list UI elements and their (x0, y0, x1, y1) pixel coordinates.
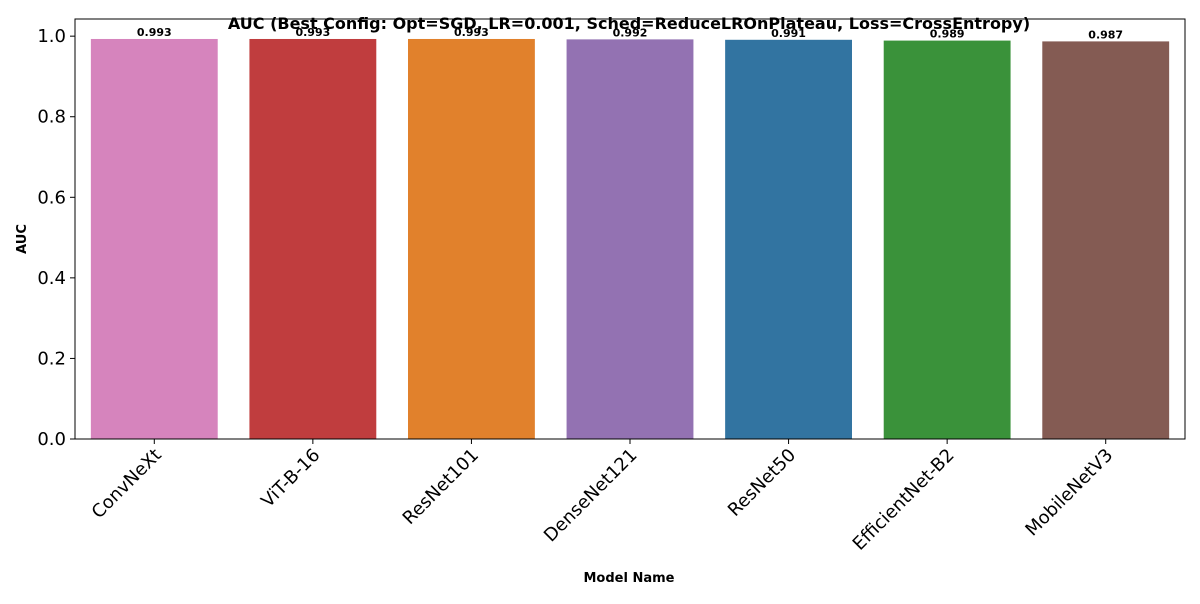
x-tick-label: EfficientNet-B2 (849, 445, 959, 555)
bar-efficientnet-b2 (883, 40, 1011, 440)
x-tick-label: MobileNetV3 (1021, 445, 1117, 541)
value-label: 0.991 (771, 27, 806, 40)
x-tick-label: ResNet50 (724, 445, 800, 521)
y-axis-label: AUC (15, 224, 30, 254)
y-tick-label: 0.8 (37, 107, 66, 128)
x-axis-label: Model Name (584, 571, 675, 586)
x-tick-label: DenseNet121 (540, 445, 642, 547)
x-tick-label: ResNet101 (399, 445, 483, 529)
bars-layer (90, 38, 1170, 440)
bar-resnet50 (725, 39, 852, 439)
value-label: 0.993 (454, 26, 489, 39)
plot-frame (74, 18, 1186, 440)
x-axis: ConvNeXt ViT-B-16 ResNet101 DenseNet121 ResN… (88, 439, 1117, 555)
y-tick-label: 0.2 (37, 348, 66, 369)
y-tick-label: 0.0 (37, 429, 66, 450)
x-tick-label: ConvNeXt (88, 445, 166, 523)
y-axis: 0.0 0.2 0.4 0.6 0.8 1.0 (37, 26, 75, 450)
x-tick-label: ViT-B-16 (257, 445, 324, 512)
bar-densenet121 (566, 39, 694, 439)
value-labels-layer: 0.993 0.993 0.993 0.992 0.991 0.989 0.987 (137, 26, 1123, 41)
bar-resnet101 (408, 38, 535, 439)
value-label: 0.993 (295, 26, 330, 39)
value-label: 0.989 (930, 28, 965, 41)
y-tick-label: 0.4 (37, 268, 66, 289)
value-label: 0.993 (137, 26, 172, 39)
value-label: 0.987 (1088, 28, 1123, 41)
y-tick-label: 0.6 (37, 187, 66, 208)
bar-convnext (90, 38, 218, 439)
value-label: 0.992 (613, 26, 648, 39)
y-tick-label: 1.0 (37, 26, 66, 47)
bar-vit-b-16 (249, 38, 377, 439)
bar-mobilenetv3 (1042, 41, 1170, 440)
